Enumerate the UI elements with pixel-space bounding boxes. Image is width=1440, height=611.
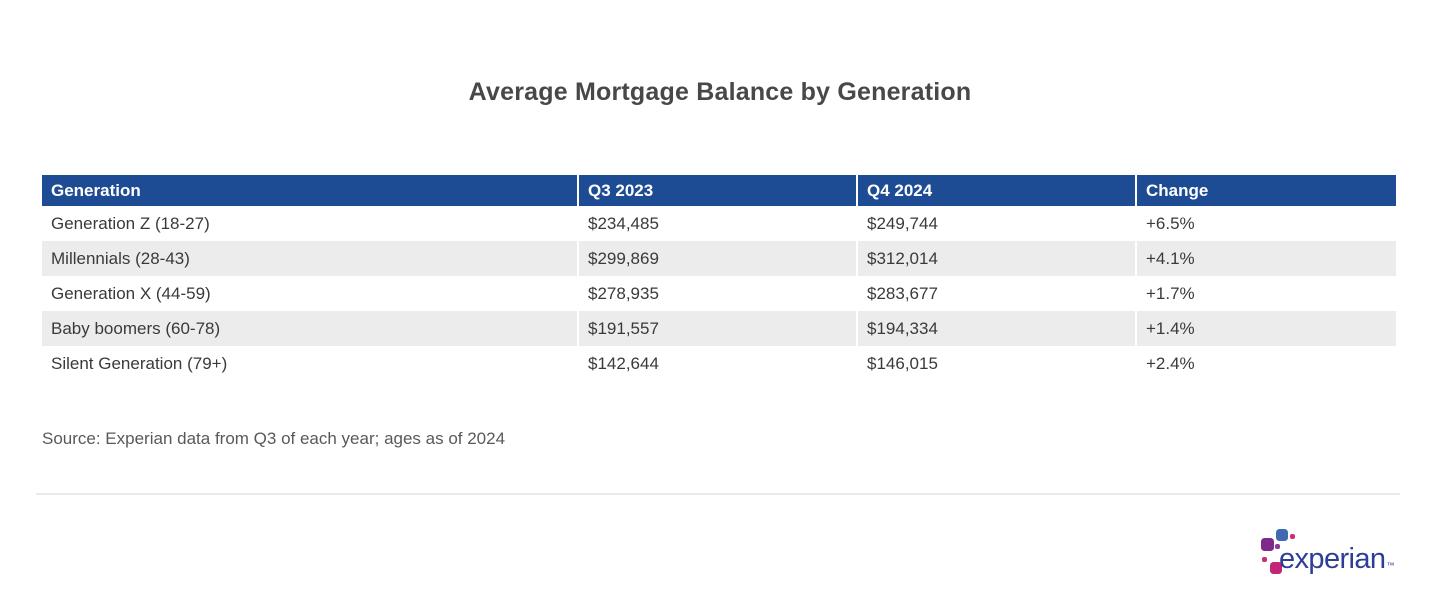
trademark-symbol: ™ [1386, 561, 1395, 570]
mortgage-balance-table: Generation Q3 2023 Q4 2024 Change Genera… [42, 175, 1396, 381]
table-row: Silent Generation (79+) $142,644 $146,01… [42, 346, 1396, 381]
cell-generation: Millennials (28-43) [42, 241, 577, 276]
cell-generation: Generation Z (18-27) [51, 214, 210, 233]
logo-dot-purple-icon [1261, 538, 1274, 551]
cell-q3-2023: $278,935 [577, 276, 856, 311]
cell-generation: Generation X (44-59) [51, 284, 211, 303]
header-cell-q3-2023: Q3 2023 [577, 175, 856, 206]
cell-q4-2024: $312,014 [856, 241, 1135, 276]
cell-q4-2024: $249,744 [856, 206, 1135, 241]
cell-change: +1.7% [1135, 276, 1396, 311]
experian-wordmark: experian™ [1279, 545, 1394, 574]
cell-change: +4.1% [1135, 241, 1396, 276]
cell-generation: Baby boomers (60-78) [42, 311, 577, 346]
cell-generation: Silent Generation (79+) [51, 354, 228, 373]
cell-q3-2023: $299,869 [577, 241, 856, 276]
cell-q3-2023: $191,557 [577, 311, 856, 346]
cell-change: +6.5% [1135, 206, 1396, 241]
table-row: Generation X (44-59) $278,935 $283,677 +… [42, 276, 1396, 311]
logo-dot-magenta-icon [1270, 562, 1282, 574]
source-note: Source: Experian data from Q3 of each ye… [42, 429, 506, 448]
table-row: Millennials (28-43) $299,869 $312,014 +4… [42, 241, 1396, 276]
table-header-row: Generation Q3 2023 Q4 2024 Change [42, 175, 1396, 206]
cell-q3-2023: $234,485 [577, 206, 856, 241]
experian-logo: experian™ [1258, 527, 1408, 583]
table-row: Generation Z (18-27) $234,485 $249,744 +… [42, 206, 1396, 241]
cell-q4-2024: $283,677 [856, 276, 1135, 311]
page-title: Average Mortgage Balance by Generation [468, 78, 972, 106]
header-cell-q4-2024: Q4 2024 [856, 175, 1135, 206]
logo-dot-purple-small-icon [1275, 544, 1280, 549]
cell-change: +2.4% [1135, 346, 1396, 381]
cell-q4-2024: $194,334 [856, 311, 1135, 346]
cell-q4-2024: $146,015 [856, 346, 1135, 381]
brand-name: experian [1279, 543, 1386, 575]
table-row: Baby boomers (60-78) $191,557 $194,334 +… [42, 311, 1396, 346]
divider [36, 493, 1400, 495]
cell-q3-2023: $142,644 [577, 346, 856, 381]
logo-dot-pink-icon [1290, 534, 1295, 539]
logo-dot-pink-small-icon [1262, 557, 1267, 562]
logo-dot-blue-icon [1276, 529, 1288, 541]
cell-change: +1.4% [1135, 311, 1396, 346]
header-cell-generation: Generation [42, 175, 577, 206]
header-cell-change: Change [1135, 175, 1396, 206]
